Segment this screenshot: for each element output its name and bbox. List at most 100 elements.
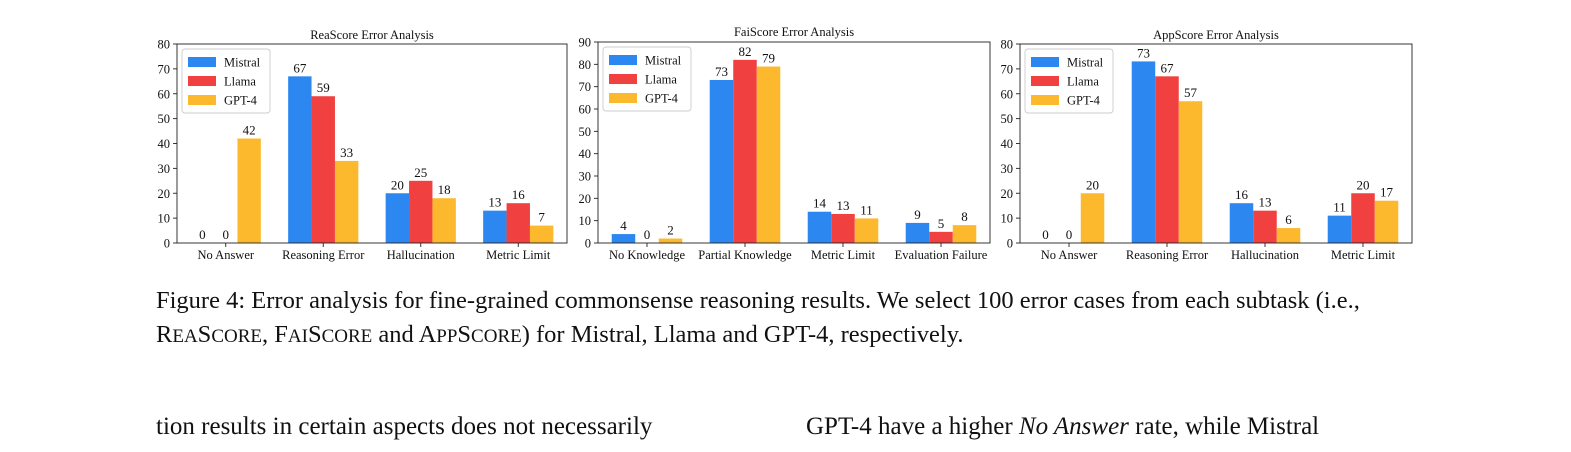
data-label: 73 [715, 64, 728, 79]
data-label: 25 [414, 165, 427, 180]
data-label: 20 [1086, 177, 1099, 192]
data-label: 57 [1184, 85, 1198, 100]
x-tick-label-hallucination: Hallucination [1231, 248, 1300, 262]
bar-llama-hallucination [1253, 210, 1277, 243]
bar-gpt-4-metric-limit [529, 225, 554, 243]
plot-frame [597, 41, 991, 244]
y-tick-label: 30 [579, 170, 592, 184]
bar-gpt-4-reasoning-error [334, 160, 359, 243]
y-tick-label: 20 [1001, 187, 1014, 201]
y-tick-label: 80 [158, 38, 171, 52]
x-tick-label-metric-limit: Metric Limit [1331, 248, 1396, 262]
y-tick-label: 20 [158, 187, 171, 201]
y-tick-label: 30 [1001, 162, 1014, 176]
x-tick-label-partial-knowledge: Partial Knowledge [698, 248, 792, 262]
y-tick-label: 40 [1001, 137, 1014, 151]
legend: Mistral Llama GPT-4 [1024, 48, 1114, 114]
data-label: 16 [512, 187, 526, 202]
y-tick-label: 90 [579, 36, 592, 50]
bar-gpt-4-metric-limit [1374, 200, 1399, 243]
data-label: 0 [1042, 227, 1049, 242]
y-tick-label: 30 [158, 162, 171, 176]
legend-swatch-mistral [188, 57, 216, 67]
data-label: 18 [438, 182, 451, 197]
y-tick-label: 0 [164, 237, 170, 251]
reascore-name: REASCORE [156, 321, 262, 348]
data-label: 42 [243, 123, 256, 138]
y-tick-label: 10 [579, 214, 592, 228]
bar-gpt-4-no-answer [1080, 193, 1105, 243]
y-tick-label: 10 [158, 212, 171, 226]
data-label: 0 [223, 227, 230, 242]
data-label: 20 [391, 177, 404, 192]
y-tick-label: 80 [1001, 38, 1014, 52]
x-tick-label-hallucination: Hallucination [387, 248, 456, 262]
bar-gpt-4-partial-knowledge [756, 66, 781, 243]
bar-llama-evaluation-failure [929, 231, 953, 243]
bar-llama-metric-limit [831, 213, 855, 243]
caption-text-1: Error analysis for fine-grained commonse… [251, 287, 1360, 314]
bar-llama-reasoning-error [1155, 76, 1179, 244]
data-label: 33 [340, 145, 353, 160]
y-tick-label: 50 [1001, 112, 1014, 126]
bar-llama-reasoning-error [311, 96, 335, 243]
data-label: 13 [1259, 195, 1272, 210]
x-tick-label-reasoning-error: Reasoning Error [282, 248, 365, 262]
y-tick-label: 20 [579, 192, 592, 206]
legend-swatch-gpt-4 [1031, 95, 1059, 105]
bar-mistral-reasoning-error [1131, 61, 1156, 243]
bar-llama-metric-limit [1351, 193, 1375, 243]
data-label: 14 [813, 196, 827, 211]
legend-label-llama: Llama [1067, 75, 1099, 89]
bar-mistral-partial-knowledge [709, 79, 734, 243]
legend-label-mistral: Mistral [645, 54, 682, 68]
y-tick-label: 60 [158, 87, 171, 101]
data-label: 73 [1137, 45, 1150, 60]
bar-llama-partial-knowledge [733, 59, 757, 243]
legend-label-llama: Llama [224, 75, 256, 89]
legend-label-mistral: Mistral [224, 56, 261, 70]
x-tick-label-reasoning-error: Reasoning Error [1126, 248, 1209, 262]
legend: Mistral Llama GPT-4 [181, 48, 271, 114]
figure-charts: ReaScore Error Analysis06720130592516423… [158, 25, 1413, 262]
x-tick-label-metric-limit: Metric Limit [811, 248, 876, 262]
data-label: 11 [860, 202, 873, 217]
figure-caption: Figure 4: Error analysis for fine-graine… [156, 287, 1360, 348]
legend-swatch-llama [1031, 76, 1059, 86]
y-tick-label: 70 [1001, 62, 1014, 76]
chart-panel-1: ReaScore Error Analysis 0 67 20 13 0 59 25 16 42 3… [158, 28, 568, 262]
bar-mistral-no-knowledge [611, 234, 636, 243]
bar-gpt-4-evaluation-failure [952, 225, 977, 243]
bar-llama-metric-limit [506, 203, 530, 243]
legend-swatch-llama [188, 76, 216, 86]
x-tick-label-no-answer: No Answer [197, 248, 254, 262]
y-tick-label: 70 [579, 80, 592, 94]
y-tick-label: 50 [158, 112, 171, 126]
legend-swatch-llama [609, 74, 637, 84]
bar-gpt-4-no-answer [237, 138, 261, 243]
data-label: 59 [317, 80, 330, 95]
data-label: 11 [1333, 200, 1346, 215]
legend-swatch-mistral [1031, 57, 1059, 67]
legend-swatch-gpt-4 [609, 93, 637, 103]
legend-label-gpt-4: GPT-4 [224, 94, 258, 108]
legend-label-gpt-4: GPT-4 [645, 92, 679, 106]
data-label: 0 [1066, 227, 1073, 242]
bar-mistral-hallucination [385, 193, 410, 243]
bar-gpt-4-hallucination [432, 198, 456, 243]
x-tick-label-no-knowledge: No Knowledge [609, 248, 685, 262]
data-label: 79 [762, 51, 775, 66]
caption-label: Figure 4: [156, 287, 246, 314]
data-label: 5 [938, 216, 945, 231]
y-tick-label: 40 [579, 147, 592, 161]
caption-text-2: ) for Mistral, Llama and GPT-4, respecti… [521, 321, 964, 348]
data-label: 16 [1235, 187, 1249, 202]
data-label: 67 [293, 60, 307, 75]
legend-label-gpt-4: GPT-4 [1067, 94, 1101, 108]
bar-gpt-4-metric-limit [854, 218, 879, 243]
body-text-right: GPT-4 have a higher No Answer rate, whil… [806, 413, 1320, 440]
data-label: 8 [961, 209, 968, 224]
bar-mistral-reasoning-error [288, 76, 312, 244]
bar-mistral-metric-limit [1327, 215, 1352, 243]
y-tick-label: 10 [1001, 212, 1014, 226]
